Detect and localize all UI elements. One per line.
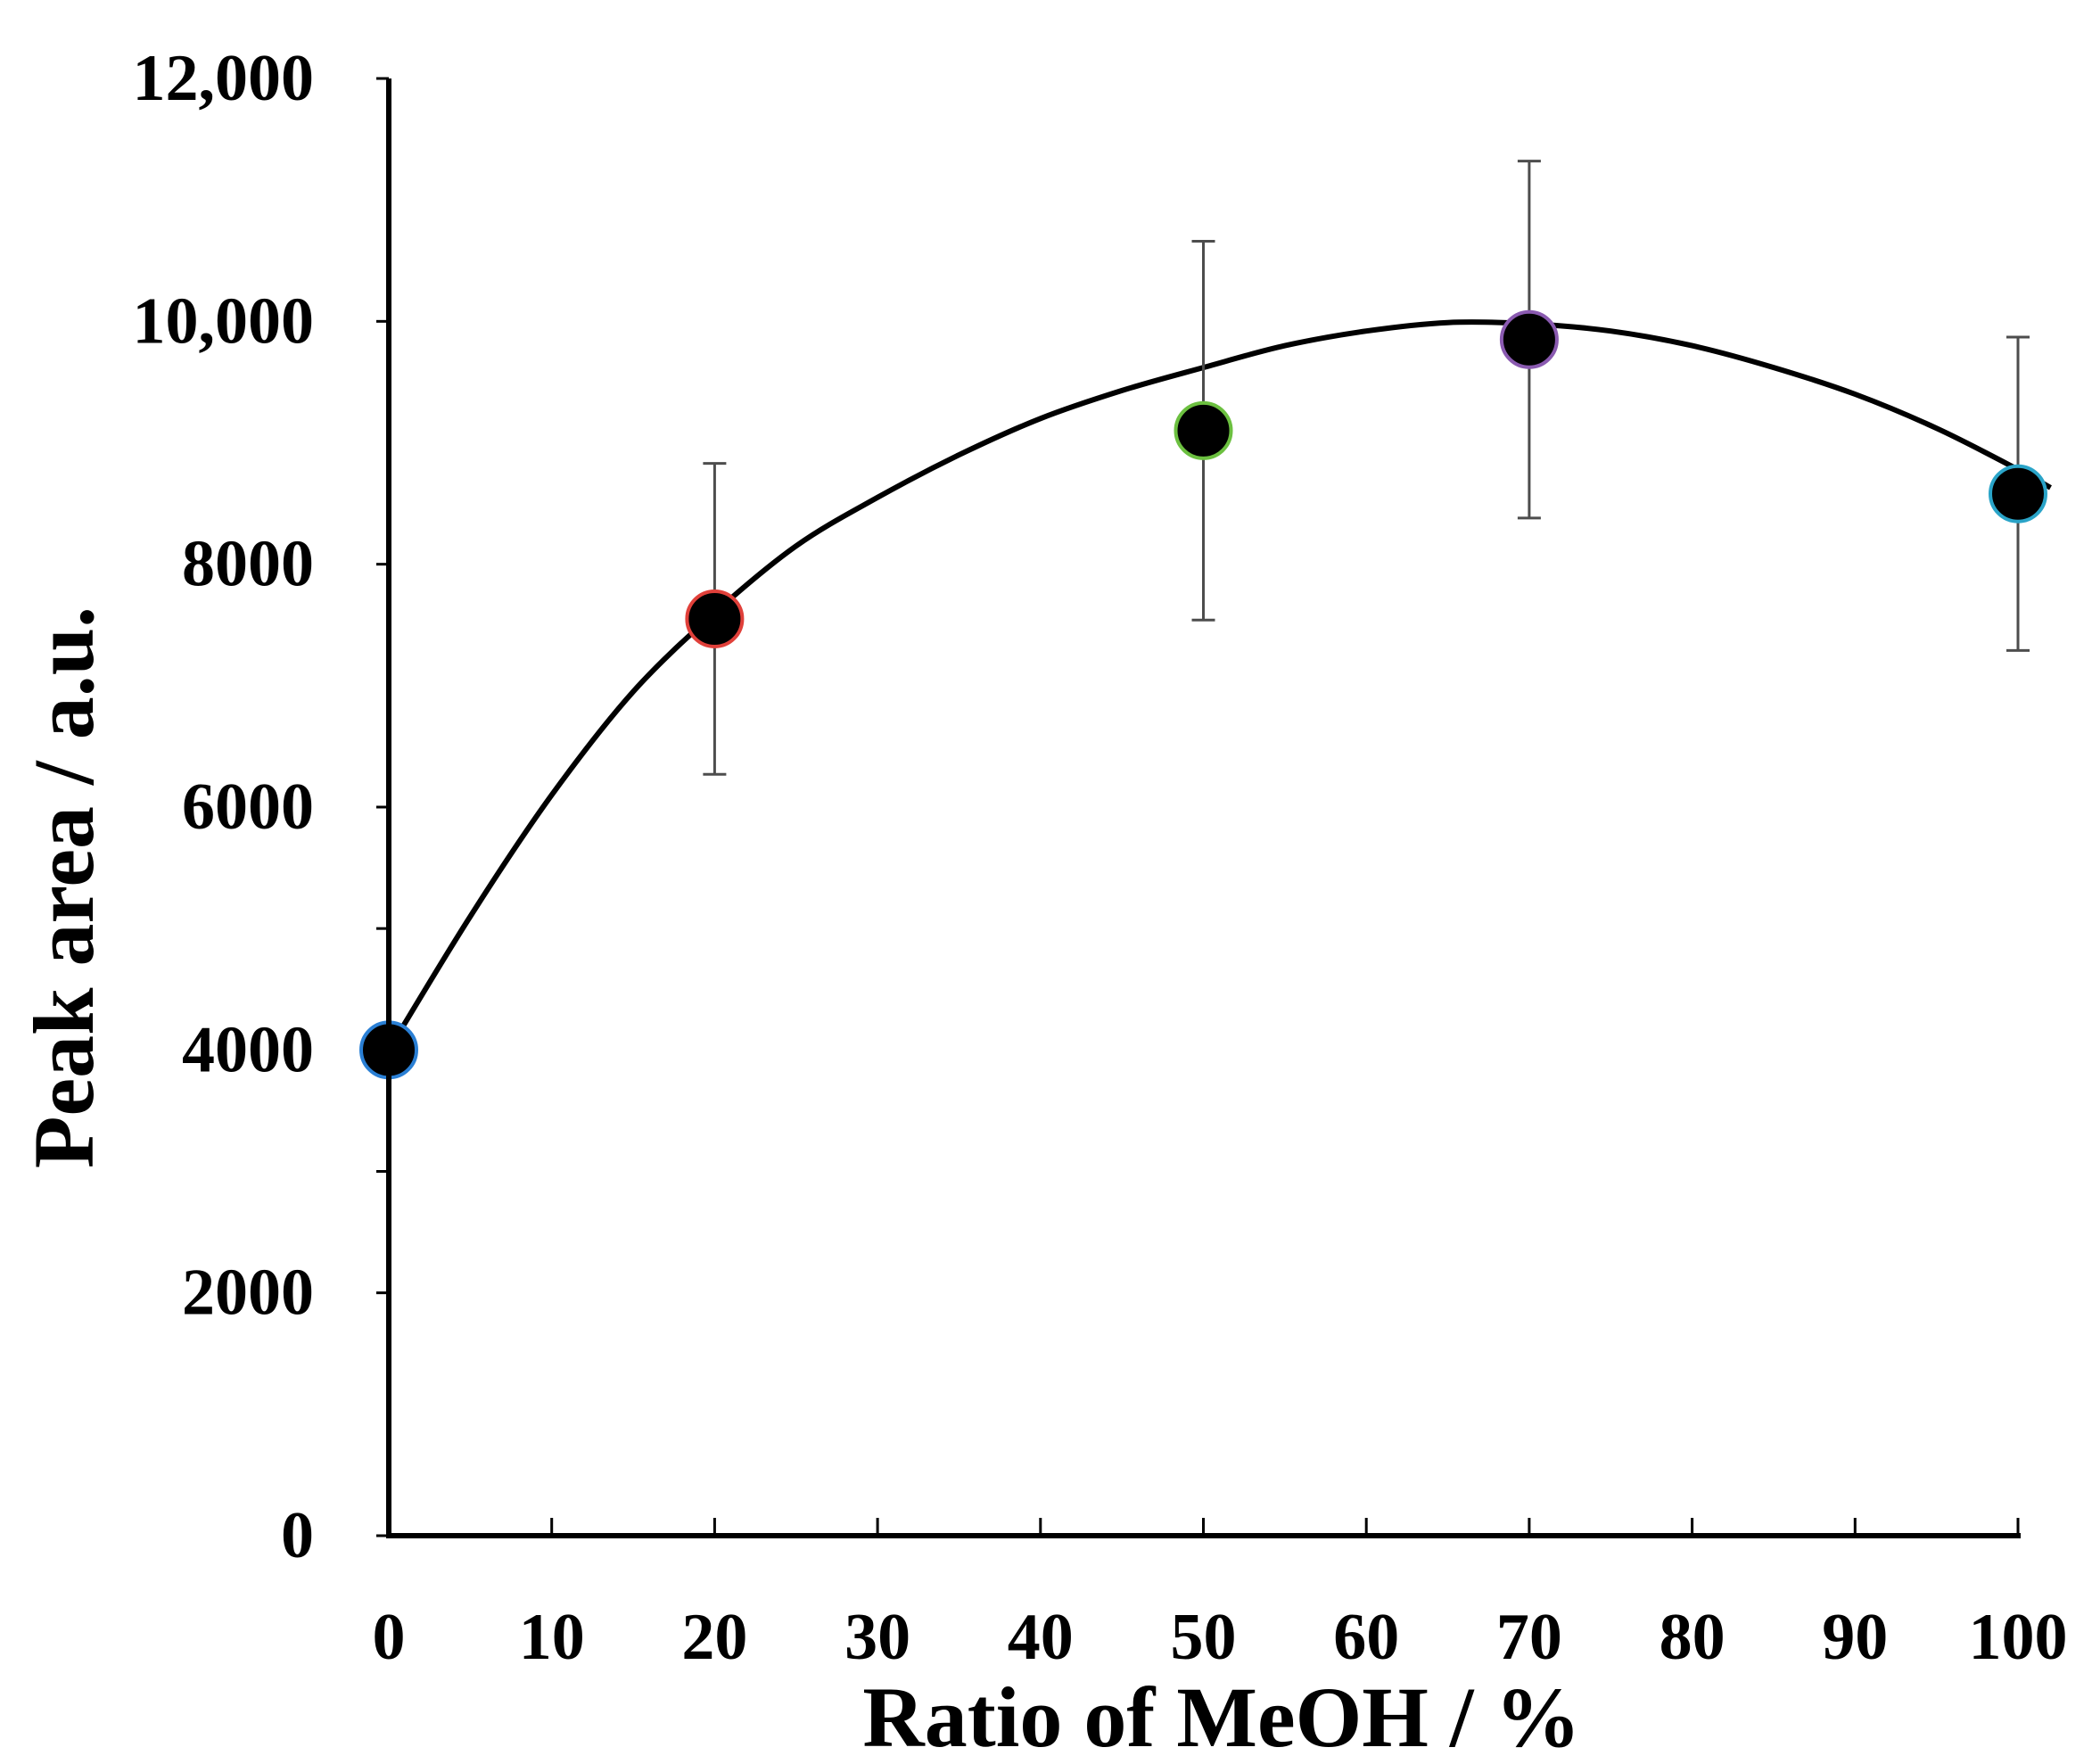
x-tick-label-30: 30 xyxy=(844,1601,910,1674)
x-tick-label-60: 60 xyxy=(1333,1601,1399,1674)
x-tick-label-90: 90 xyxy=(1822,1601,1888,1674)
y-tick-label-8000: 8000 xyxy=(182,528,314,601)
data-point-20 xyxy=(685,589,745,648)
y-axis-tick-labels: 0 2000 4000 6000 8000 10,000 12,000 xyxy=(133,42,315,1572)
x-axis-title: Ratio of MeOH / % xyxy=(862,1669,1580,1764)
y-axis-title: Peak area / a.u. xyxy=(16,606,111,1168)
data-point-70 xyxy=(1499,309,1559,369)
y-tick-label-2000: 2000 xyxy=(182,1257,314,1330)
fit-curve xyxy=(386,319,2052,1051)
x-axis-tick-labels: 0 10 20 30 40 50 60 70 80 90 100 xyxy=(373,1601,2068,1674)
y-tick-label-12000: 12,000 xyxy=(133,42,315,115)
error-bars xyxy=(703,160,2030,776)
x-tick-label-20: 20 xyxy=(681,1601,747,1674)
x-tick-label-80: 80 xyxy=(1660,1601,1725,1674)
data-point-100 xyxy=(1989,464,2047,523)
y-tick-label-0: 0 xyxy=(281,1499,314,1572)
x-tick-label-100: 100 xyxy=(1969,1601,2068,1674)
x-tick-label-0: 0 xyxy=(373,1601,406,1674)
y-tick-label-6000: 6000 xyxy=(182,771,314,844)
x-tick-label-50: 50 xyxy=(1171,1601,1237,1674)
data-point-50 xyxy=(1174,400,1233,460)
y-tick-label-10000: 10,000 xyxy=(133,284,315,358)
y-tick-label-4000: 4000 xyxy=(182,1013,314,1086)
x-tick-label-70: 70 xyxy=(1496,1601,1562,1674)
x-tick-label-40: 40 xyxy=(1008,1601,1074,1674)
data-points xyxy=(359,309,2047,1080)
x-tick-label-10: 10 xyxy=(519,1601,585,1674)
x-axis-ticks xyxy=(387,1518,2020,1536)
